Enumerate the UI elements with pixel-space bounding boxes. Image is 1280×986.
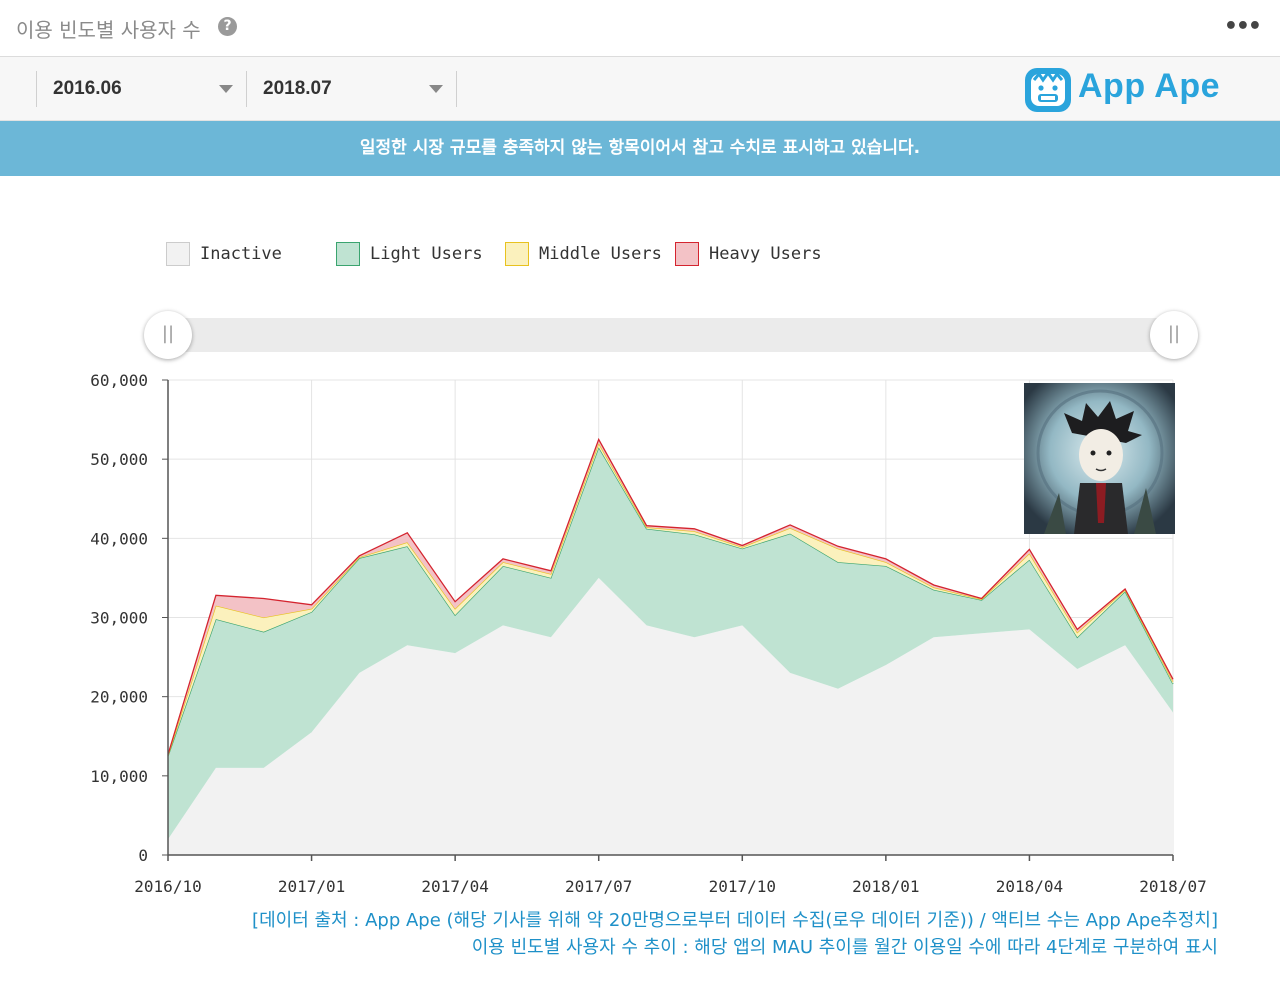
- chevron-down-icon: [429, 85, 443, 93]
- chart-description-caption: 이용 빈도별 사용자 수 추이 : 해당 앱의 MAU 추이를 월간 이용일 수…: [471, 937, 1218, 958]
- chevron-down-icon: [219, 85, 233, 93]
- legend-swatch: [675, 242, 699, 266]
- legend-label: Heavy Users: [709, 244, 822, 264]
- chart-legend: Inactive Light Users Middle Users Heavy …: [0, 240, 1280, 272]
- y-tick-label: 40,000: [90, 529, 148, 548]
- legend-swatch: [166, 242, 190, 266]
- x-tick-label: 2017/10: [709, 877, 776, 896]
- area-light-users: [168, 447, 1173, 840]
- more-options-icon[interactable]: •••: [1223, 14, 1262, 39]
- monkey-logo-icon: [1025, 68, 1071, 112]
- y-tick-label: 60,000: [90, 371, 148, 390]
- y-tick-label: 50,000: [90, 450, 148, 469]
- x-tick-label: 2018/01: [852, 877, 919, 896]
- legend-swatch: [505, 242, 529, 266]
- widget-title: 이용 빈도별 사용자 수: [16, 18, 201, 42]
- y-tick-label: 30,000: [90, 609, 148, 628]
- end-date-value: 2018.07: [263, 78, 332, 99]
- series-line-heavy-users: [167, 437, 1174, 755]
- app-icon-image: [1024, 383, 1175, 534]
- range-slider-left-handle[interactable]: ||: [144, 311, 192, 359]
- x-tick-label: 2018/04: [996, 877, 1063, 896]
- x-tick-label: 2017/07: [565, 877, 632, 896]
- character-portrait-icon: [1024, 383, 1175, 534]
- y-tick-label: 20,000: [90, 688, 148, 707]
- start-date-value: 2016.06: [53, 78, 122, 99]
- divider: [456, 71, 457, 107]
- start-date-select[interactable]: 2016.06: [37, 71, 247, 107]
- area-inactive: [168, 577, 1173, 855]
- x-tick-label: 2018/07: [1139, 877, 1206, 896]
- legend-label: Middle Users: [539, 244, 662, 264]
- legend-label: Light Users: [370, 244, 483, 264]
- x-tick-label: 2017/01: [278, 877, 345, 896]
- range-slider-right-handle[interactable]: ||: [1150, 311, 1198, 359]
- legend-swatch: [336, 242, 360, 266]
- range-slider-track[interactable]: [168, 318, 1174, 352]
- x-tick-label: 2017/04: [421, 877, 488, 896]
- end-date-select[interactable]: 2018.07: [247, 71, 457, 107]
- y-tick-label: 10,000: [90, 767, 148, 786]
- y-tick-label: 0: [138, 846, 148, 865]
- divider: [36, 71, 37, 107]
- x-tick-label: 2016/10: [134, 877, 201, 896]
- legend-label: Inactive: [200, 244, 282, 264]
- logo-text: App Ape: [1078, 67, 1221, 105]
- help-icon[interactable]: ?: [218, 17, 237, 36]
- notice-banner: 일정한 시장 규모를 충족하지 않는 항목이어서 참고 수치로 표시하고 있습니…: [0, 121, 1280, 176]
- stacked-area-chart: 0 10,000 20,000 30,000 40,000 50,000 60,000 201…: [90, 371, 1207, 896]
- app-ape-logo: App Ape: [1022, 64, 1232, 118]
- widget-header: 이용 빈도별 사용자 수 ? •••: [0, 0, 1280, 57]
- divider: [246, 71, 247, 107]
- data-source-caption: [데이터 출처 : App Ape (해당 기사를 위해 약 20만명으로부터 …: [252, 910, 1218, 931]
